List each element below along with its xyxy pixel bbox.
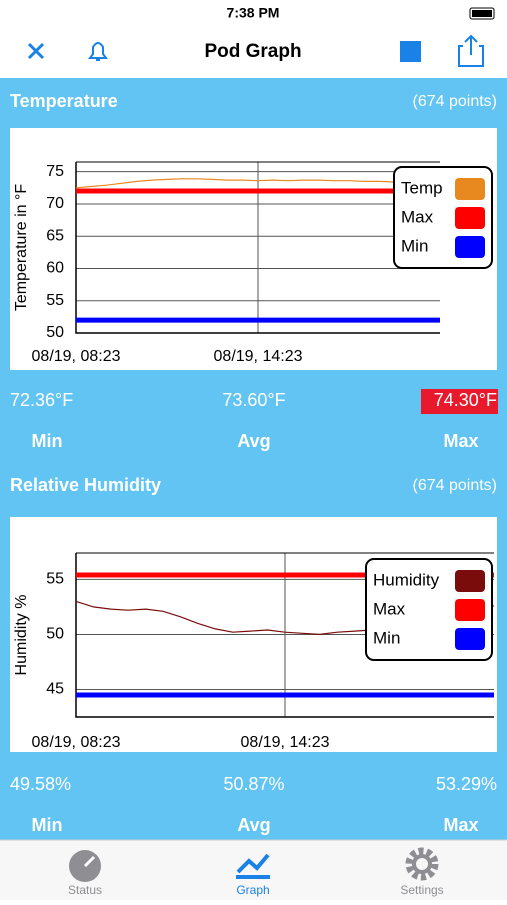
x-tick-label: 08/19, 08:23 [32,734,121,751]
y-tick-label: 50 [46,626,64,643]
stat-value: 53.29% [436,774,497,794]
stat-label: Avg [237,815,270,835]
stat-value: 73.60°F [222,390,285,410]
stat-value: 50.87% [223,774,284,794]
section-title: Relative Humidity [10,475,161,495]
stop-button[interactable] [400,41,421,62]
legend-label: Humidity [373,570,440,589]
legend-swatch [455,178,485,200]
y-tick-label: 55 [46,571,64,588]
alarm-button[interactable] [88,42,108,61]
point-count: (674 points) [413,477,498,494]
status-time: 7:38 PM [227,5,280,21]
plot-frame [75,553,494,718]
tab-label[interactable]: Settings [400,883,443,897]
x-tick-label: 08/19, 14:23 [241,734,330,751]
legend-label: Min [373,628,400,647]
y-tick-label: 60 [46,260,64,277]
point-count: (674 points) [413,93,498,110]
data-line [75,178,440,189]
page-title: Pod Graph [204,41,301,62]
y-axis-title: Humidity % [13,595,30,676]
share-button[interactable] [458,34,484,67]
legend-label: Max [373,599,406,618]
graph-icon[interactable] [236,853,270,879]
stat-label: Max [443,815,478,835]
stat-value: 72.36°F [10,390,73,410]
close-button[interactable] [27,42,45,60]
legend-label: Temp [401,178,443,197]
stat-label: Max [443,431,478,451]
legend-swatch [455,236,485,258]
y-tick-label: 50 [46,324,64,341]
plot-frame [75,162,440,334]
stat-value: 49.58% [10,774,71,794]
y-tick-label: 75 [46,163,64,180]
stat-value: 74.30°F [434,390,497,410]
y-tick-label: 70 [46,195,64,212]
battery [469,7,495,20]
battery-level [472,10,492,17]
settings-icon[interactable] [405,847,439,881]
x-tick-label: 08/19, 08:23 [32,348,121,365]
legend-label: Max [401,207,434,226]
section-title: Temperature [10,91,118,111]
stat-label: Min [32,815,63,835]
stat-label: Avg [237,431,270,451]
legend-label: Min [401,236,428,255]
stat-label: Min [32,431,63,451]
y-tick-label: 65 [46,227,64,244]
x-tick-label: 08/19, 14:23 [214,348,303,365]
y-tick-label: 45 [46,681,64,698]
alert-highlight [421,389,498,414]
settings-hub [412,854,432,874]
legend-swatch [455,570,485,592]
y-tick-label: 55 [46,292,64,309]
top-bar [0,0,507,78]
tab-label[interactable]: Graph [236,883,269,897]
legend-swatch [455,207,485,229]
y-axis-title: Temperature in °F [13,184,30,312]
tab-label[interactable]: Status [68,883,102,897]
status-needle [83,855,96,868]
legend-swatch [455,599,485,621]
legend-swatch [455,628,485,650]
